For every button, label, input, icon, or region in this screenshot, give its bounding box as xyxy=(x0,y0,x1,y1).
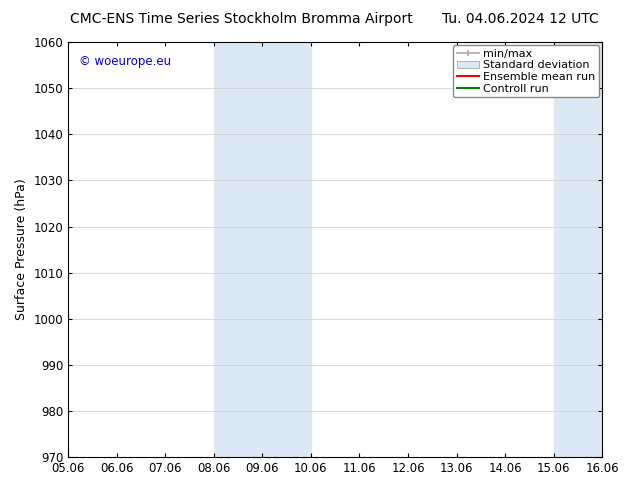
Legend: min/max, Standard deviation, Ensemble mean run, Controll run: min/max, Standard deviation, Ensemble me… xyxy=(453,46,599,97)
Bar xyxy=(553,42,602,457)
Bar xyxy=(214,42,311,457)
Text: © woeurope.eu: © woeurope.eu xyxy=(79,54,171,68)
Y-axis label: Surface Pressure (hPa): Surface Pressure (hPa) xyxy=(15,179,28,320)
Text: CMC-ENS Time Series Stockholm Bromma Airport: CMC-ENS Time Series Stockholm Bromma Air… xyxy=(70,12,412,26)
Text: Tu. 04.06.2024 12 UTC: Tu. 04.06.2024 12 UTC xyxy=(441,12,598,26)
